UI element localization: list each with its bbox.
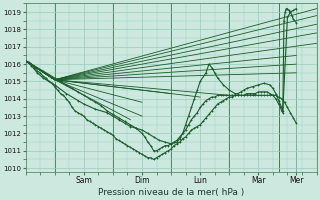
X-axis label: Pression niveau de la mer( hPa ): Pression niveau de la mer( hPa )	[98, 188, 244, 197]
